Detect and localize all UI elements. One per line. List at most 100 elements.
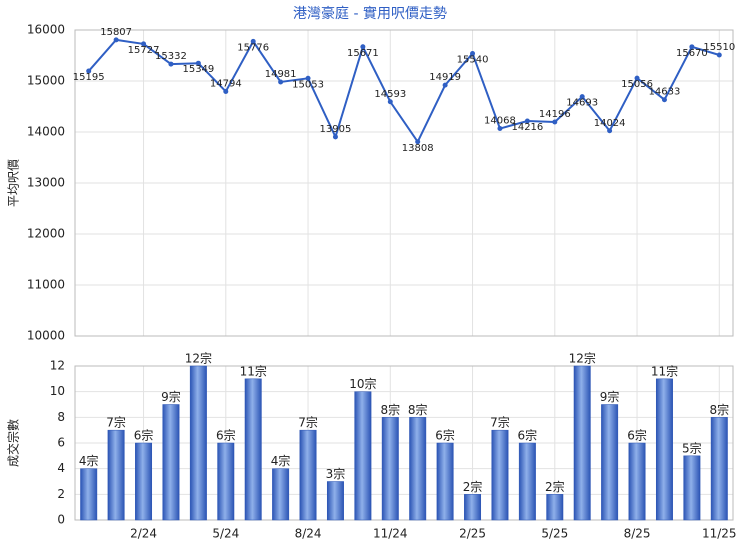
- y-tick-label: 10000: [27, 329, 65, 343]
- data-label: 15807: [100, 27, 132, 38]
- data-label: 6宗: [134, 428, 154, 443]
- point: [195, 60, 201, 66]
- bar: [217, 442, 235, 521]
- bar: [135, 442, 153, 521]
- data-label: 12宗: [569, 351, 596, 366]
- data-label: 14593: [374, 89, 406, 100]
- bar: [683, 455, 701, 521]
- data-label: 7宗: [490, 415, 510, 430]
- data-label: 15727: [128, 45, 160, 56]
- point: [86, 68, 92, 74]
- bar: [244, 378, 262, 521]
- point: [360, 44, 366, 50]
- point: [415, 139, 421, 145]
- y-axis-label: 成交宗數: [6, 419, 21, 467]
- point: [442, 82, 448, 88]
- point: [223, 89, 229, 95]
- data-label: 15195: [73, 72, 105, 83]
- point: [305, 75, 311, 81]
- point: [113, 37, 119, 43]
- data-label: 15540: [457, 54, 489, 65]
- bar: [107, 429, 125, 521]
- data-label: 14981: [265, 69, 297, 80]
- data-label: 14024: [594, 118, 626, 129]
- data-label: 6宗: [435, 428, 455, 443]
- data-label: 15056: [621, 79, 653, 90]
- data-label: 14196: [539, 109, 571, 120]
- x-tick-label: 2/25: [459, 527, 486, 541]
- data-label: 6宗: [216, 428, 236, 443]
- x-tick-label: 8/24: [295, 527, 322, 541]
- data-label: 3宗: [326, 466, 346, 481]
- bar: [326, 481, 344, 521]
- data-label: 15776: [237, 42, 269, 53]
- y-tick-label: 12000: [27, 227, 65, 241]
- data-label: 14794: [210, 79, 242, 90]
- bar: [546, 494, 564, 521]
- data-label: 8宗: [380, 402, 400, 417]
- point: [278, 79, 284, 85]
- point: [661, 97, 667, 103]
- bar: [491, 429, 509, 521]
- y-tick-label: 6: [57, 436, 65, 450]
- x-tick-label: 5/24: [212, 527, 239, 541]
- point: [470, 50, 476, 56]
- point: [634, 75, 640, 81]
- data-label: 15510: [703, 42, 735, 53]
- data-label: 9宗: [161, 389, 181, 404]
- bar: [299, 429, 317, 521]
- x-tick-label: 8/25: [624, 527, 651, 541]
- data-label: 14633: [649, 87, 681, 98]
- plot-frame: [74, 365, 734, 521]
- data-label: 15671: [347, 48, 379, 59]
- y-tick-label: 2: [57, 487, 65, 501]
- bar: [655, 378, 673, 521]
- y-tick-label: 8: [57, 410, 65, 424]
- bar: [409, 417, 427, 521]
- price-line: [87, 38, 720, 144]
- bar: [518, 442, 536, 521]
- data-label: 15332: [155, 51, 187, 62]
- x-tick-label: 11/24: [373, 527, 408, 541]
- bar: [601, 404, 619, 521]
- y-tick-label: 16000: [27, 23, 65, 37]
- data-label: 2宗: [463, 479, 483, 494]
- data-label: 15349: [182, 64, 214, 75]
- point: [387, 99, 393, 105]
- data-label: 4宗: [271, 453, 291, 468]
- data-label: 8宗: [408, 402, 428, 417]
- y-axis-label: 平均呎價: [7, 159, 21, 207]
- data-label: 7宗: [106, 415, 126, 430]
- chart-title: 港灣豪庭 - 實用呎價走勢: [293, 5, 447, 22]
- point: [716, 52, 722, 58]
- data-label: 7宗: [298, 415, 318, 430]
- y-tick-label: 0: [57, 513, 65, 527]
- point: [552, 119, 558, 125]
- data-label: 12宗: [185, 351, 212, 366]
- data-label: 14919: [429, 72, 461, 83]
- point: [168, 61, 174, 67]
- y-tick-label: 4: [57, 461, 65, 475]
- data-label: 10宗: [349, 376, 376, 391]
- bar: [573, 365, 591, 521]
- data-label: 6宗: [627, 428, 647, 443]
- y-tick-label: 14000: [27, 125, 65, 139]
- point: [141, 41, 147, 47]
- bar: [464, 494, 482, 521]
- point: [497, 126, 503, 132]
- x-tick-label: 5/25: [541, 527, 568, 541]
- data-label: 14216: [511, 122, 543, 133]
- data-label: 13808: [402, 143, 434, 154]
- data-label: 13905: [320, 124, 352, 135]
- bar: [80, 468, 98, 521]
- bar: [628, 442, 646, 521]
- y-tick-label: 15000: [27, 74, 65, 88]
- bar: [436, 442, 454, 521]
- y-tick-label: 11000: [27, 278, 65, 292]
- point: [250, 38, 256, 44]
- bar: [381, 417, 399, 521]
- data-label: 14693: [566, 98, 598, 109]
- point: [332, 134, 338, 140]
- data-label: 11宗: [240, 363, 267, 378]
